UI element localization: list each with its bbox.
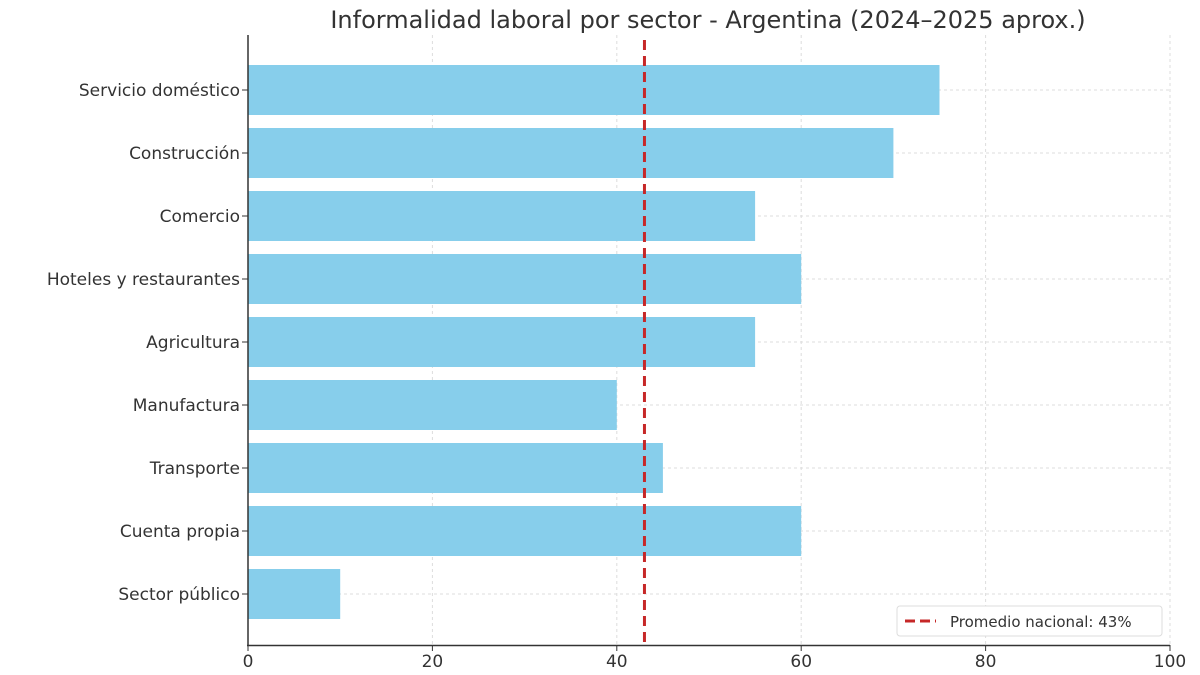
y-tick-label: Manufactura — [133, 396, 240, 416]
bars — [248, 65, 940, 619]
x-tick-label: 100 — [1154, 652, 1186, 672]
grid — [247, 35, 1171, 645]
bar — [248, 380, 617, 430]
y-tick-label: Agricultura — [146, 333, 240, 353]
bar — [248, 506, 802, 556]
y-tick-labels: Servicio doméstico Construcción Comercio Ho… — [47, 81, 248, 605]
y-tick-label: Cuenta propia — [120, 522, 240, 542]
y-tick-label: Hoteles y restaurantes — [47, 270, 240, 290]
x-tick-label: 20 — [422, 652, 444, 672]
chart-title: Informalidad laboral por sector - Argent… — [330, 6, 1085, 34]
x-tick-label: 60 — [790, 652, 812, 672]
bar — [248, 317, 756, 367]
legend-box — [896, 605, 1163, 637]
bar — [248, 443, 663, 493]
y-tick-label: Sector público — [118, 585, 240, 605]
x-tick-label: 40 — [606, 652, 628, 672]
y-tick-label: Servicio doméstico — [79, 81, 240, 101]
y-tick-label: Comercio — [160, 207, 240, 227]
bar — [248, 254, 802, 304]
legend-label: Promedio nacional: 43% — [950, 613, 1132, 631]
bar — [248, 191, 756, 241]
legend: Promedio nacional: 43% — [896, 605, 1163, 637]
x-tick-label: 0 — [243, 652, 254, 672]
bar — [248, 569, 341, 619]
x-tick-label: 80 — [975, 652, 997, 672]
bar — [248, 128, 894, 178]
x-tick-labels: 0 20 40 60 80 100 — [243, 645, 1186, 672]
y-tick-label: Construcción — [129, 144, 240, 164]
y-tick-label: Transporte — [149, 459, 240, 479]
bar — [248, 65, 940, 115]
